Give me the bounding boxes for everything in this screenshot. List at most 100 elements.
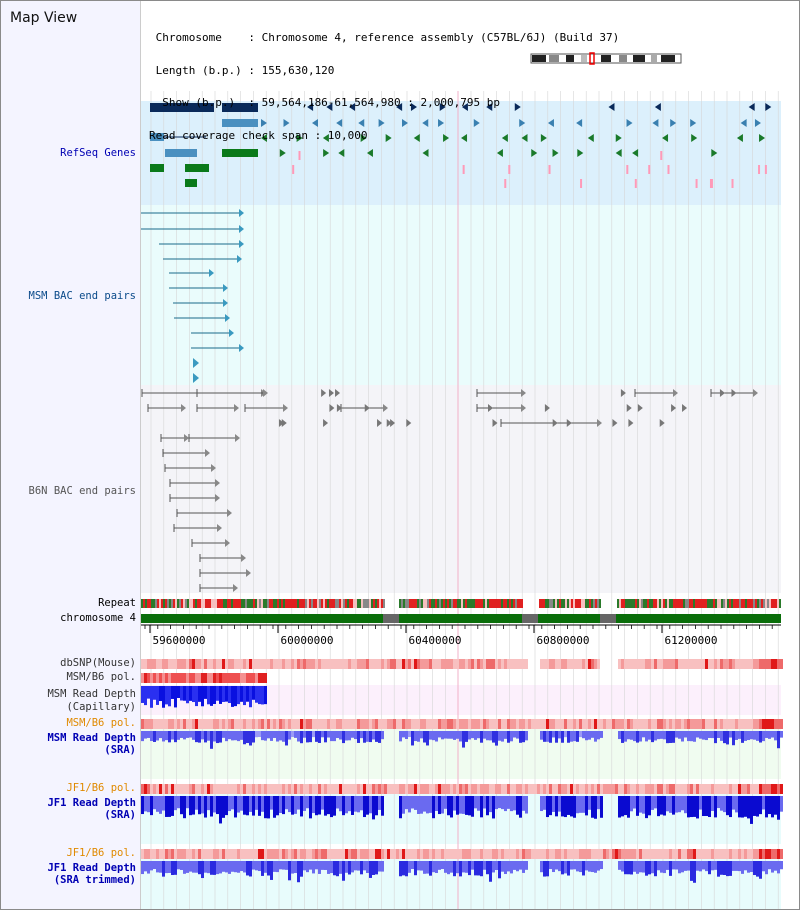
repeat-segment — [193, 599, 195, 608]
msm-pol-strip-2 — [258, 719, 261, 729]
jf1-pol-strip-2 — [303, 849, 306, 859]
repeat-segment — [761, 599, 763, 608]
track-label-msm-depth-capillary[interactable]: MSM Read Depth — [47, 688, 136, 700]
repeat-segment — [201, 599, 203, 608]
dbsnp-strip — [762, 659, 765, 669]
repeat-segment — [539, 599, 541, 608]
capillary-depth-bar — [246, 686, 249, 702]
msm-sra-depth-bar — [501, 731, 504, 742]
jf1-trim-depth-bar — [270, 861, 273, 880]
jf1-trim-depth-bar — [213, 861, 216, 875]
repeat-segment — [721, 599, 723, 608]
msm-sra-depth-bar — [618, 731, 621, 740]
length-line: Length (b.p.) : 155,630,120 — [149, 63, 335, 77]
jf1-pol-strip-2 — [174, 849, 177, 859]
track-label-b6n-bac[interactable]: B6N BAC end pairs — [28, 485, 136, 497]
jf1-sra-depth-bar — [450, 796, 453, 818]
dbsnp-strip — [315, 659, 318, 669]
repeat-segment — [559, 599, 561, 608]
jf1-trim-depth-bar — [333, 861, 336, 876]
jf1-trim-depth-bar — [453, 861, 456, 877]
msm-sra-depth-bar — [621, 731, 624, 743]
page-title: Map View — [10, 10, 78, 26]
jf1-trim-depth-bar — [597, 861, 600, 871]
jf1-sra-depth-bar — [156, 796, 159, 812]
b6n-bac-end — [283, 404, 288, 412]
jf1-pol-strip-2 — [213, 849, 216, 859]
msm-sra-depth-bar — [300, 731, 303, 744]
track-label-msm-b6-pol-2[interactable]: MSM/B6 pol. — [66, 717, 136, 729]
msm-pol-strip-2 — [660, 719, 663, 729]
jf1-trim-depth-bar — [573, 861, 576, 870]
msm-pol-strip-2 — [555, 719, 558, 729]
repeat-segment — [723, 599, 725, 608]
jf1-pol-strip-2 — [387, 849, 390, 859]
jf1-sra-depth-bar — [522, 796, 525, 811]
msm-sra-depth-bar — [522, 731, 525, 743]
track-label-msm-depth-sra[interactable]: MSM Read Depth — [47, 732, 136, 744]
track-label-jf1-depth-trimmed[interactable]: JF1 Read Depth — [47, 862, 136, 874]
msm-pol-strip-2 — [456, 719, 459, 729]
msm-pol-strip-2 — [780, 719, 783, 729]
jf1-pol-strip — [741, 784, 744, 794]
dbsnp-strip — [510, 659, 513, 669]
refseq-gene-arrow — [632, 149, 639, 157]
repeat-segment — [171, 599, 173, 608]
jf1-sra-depth-bar — [462, 796, 465, 814]
track-label-jf1-depth-sra[interactable]: JF1 Read Depth — [47, 797, 136, 809]
jf1-trim-depth-bar — [630, 861, 633, 875]
jf1-sra-depth-bar — [702, 796, 705, 817]
msm-pol-strip-2 — [225, 719, 228, 729]
repeat-segment — [665, 599, 667, 608]
msm-sra-depth-bar — [423, 731, 426, 743]
track-label-msm-bac[interactable]: MSM BAC end pairs — [28, 290, 136, 302]
jf1-pol-strip-2 — [507, 849, 510, 859]
repeat-segment — [595, 599, 597, 608]
jf1-trim-depth-bar — [315, 861, 318, 870]
track-label-jf1-b6-pol-1[interactable]: JF1/B6 pol. — [66, 782, 136, 794]
jf1-pol-strip-2 — [537, 849, 540, 859]
dbsnp-strip — [621, 659, 624, 669]
jf1-pol-strip-2 — [228, 849, 231, 859]
refseq-gene-mark — [695, 179, 698, 188]
track-label-dbsnp[interactable]: dbSNP(Mouse) — [60, 657, 136, 669]
repeat-segment — [729, 599, 731, 608]
msm-sra-depth-bar — [492, 731, 495, 743]
repeat-segment — [691, 599, 693, 608]
dbsnp-strip — [285, 659, 288, 669]
repeat-segment — [763, 599, 765, 608]
msm-pol-strip-2 — [708, 719, 711, 729]
repeat-segment — [199, 599, 201, 608]
repeat-segment — [445, 599, 447, 608]
jf1-sra-depth-bar — [510, 796, 513, 812]
jf1-trim-depth-bar — [324, 861, 327, 870]
jf1-trim-depth-bar — [450, 861, 453, 873]
refseq-gene-mark — [504, 179, 507, 188]
jf1-sra-depth-bar — [555, 796, 558, 817]
track-label-refseq-genes[interactable]: RefSeq Genes — [60, 147, 136, 159]
dbsnp-strip — [387, 659, 390, 669]
msm-pol-strip-2 — [567, 719, 570, 729]
dbsnp-strip — [360, 659, 363, 669]
msm-pol-strip-2 — [747, 719, 750, 729]
jf1-sra-depth-bar — [471, 796, 474, 817]
track-label-jf1-b6-pol-2[interactable]: JF1/B6 pol. — [66, 847, 136, 859]
msm-sra-depth-bar — [723, 731, 726, 744]
jf1-trim-depth-bar — [204, 861, 207, 873]
msm-pol-strip-2 — [270, 719, 273, 729]
b6n-bac-end — [492, 419, 498, 427]
jf1-pol-strip-2 — [714, 849, 717, 859]
msm-pol-strip — [144, 673, 147, 683]
msm-pol-strip-2 — [375, 719, 378, 729]
jf1-trim-depth-bar — [513, 861, 516, 870]
track-label-msm-b6-pol-1[interactable]: MSM/B6 pol. — [66, 671, 136, 683]
msm-pol-strip — [255, 673, 258, 683]
refseq-gene-arrow — [514, 103, 521, 111]
refseq-gene-arrow — [759, 134, 766, 142]
jf1-sra-depth-bar — [747, 796, 750, 819]
repeat-segment — [757, 599, 759, 608]
repeat-segment — [465, 599, 467, 608]
jf1-pol-strip — [249, 784, 252, 794]
msm-sra-depth-bar — [183, 731, 186, 740]
